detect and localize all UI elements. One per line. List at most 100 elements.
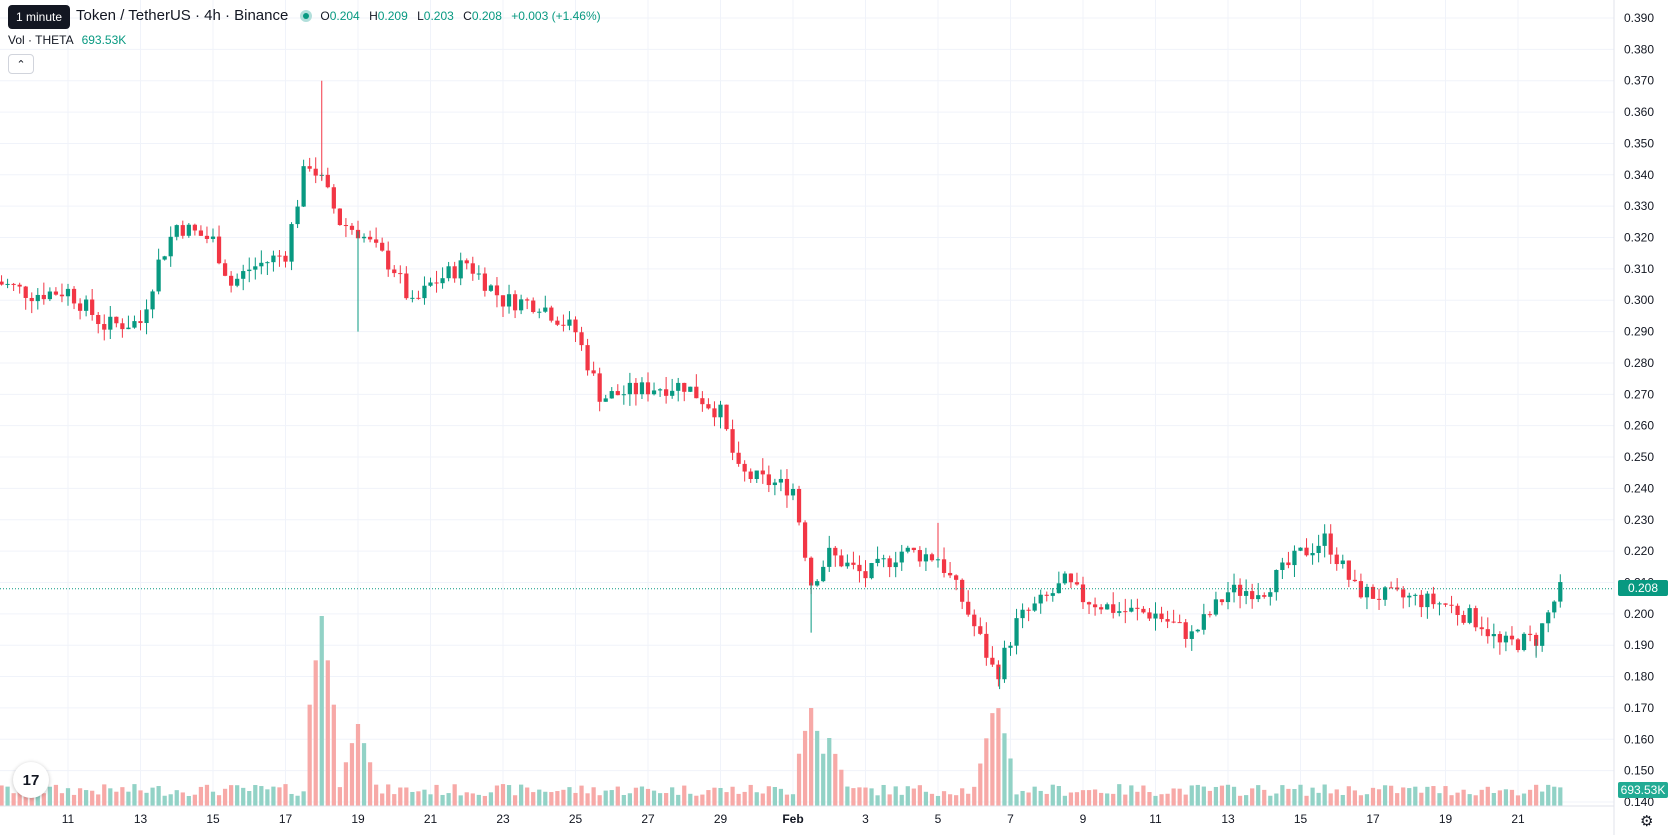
volume-bar	[1389, 785, 1394, 806]
volume-bar	[65, 788, 71, 806]
x-tick-label: Feb	[782, 812, 803, 826]
volume-bar	[367, 762, 373, 806]
candle-body	[1014, 618, 1019, 646]
volume-bar	[1123, 794, 1128, 806]
candle-body	[325, 174, 330, 188]
volume-bar	[1014, 794, 1019, 806]
volume-bar	[911, 788, 916, 806]
volume-bar	[325, 660, 330, 806]
volume-bar	[609, 790, 614, 806]
volume-bar	[712, 787, 717, 806]
volume-bar	[337, 787, 342, 806]
y-tick-label: 0.190	[1624, 638, 1654, 652]
volume-bar	[839, 769, 844, 806]
candle-body	[476, 273, 481, 275]
candle-body	[827, 547, 832, 567]
ohlc-values: O0.204 H0.209 L0.203 C0.208 +0.003 (+1.4…	[320, 9, 606, 23]
collapse-legend-button[interactable]: ⌃	[8, 54, 34, 74]
high-label: H	[369, 8, 378, 23]
volume-bar	[537, 789, 542, 806]
candle-body	[84, 299, 89, 311]
volume-bar	[1086, 790, 1092, 806]
volume-bar	[1080, 790, 1086, 806]
candle-body	[120, 323, 125, 330]
volume-bar	[422, 789, 427, 806]
candle-body	[579, 332, 584, 346]
volume-bar	[1183, 794, 1188, 806]
volume-bar	[1280, 785, 1285, 806]
volume-bar	[361, 743, 367, 806]
y-tick-label: 0.330	[1624, 199, 1654, 213]
candle-body	[935, 559, 941, 561]
symbol-title[interactable]: Token / TetherUS · 4h · Binance	[76, 7, 289, 24]
volume-bar	[869, 788, 874, 806]
volume-bar	[1527, 789, 1533, 806]
candle-body	[1177, 622, 1182, 624]
candle-body	[1219, 599, 1225, 603]
volume-bar	[458, 795, 463, 806]
volume-bar	[573, 792, 578, 806]
candle-body	[996, 664, 1001, 680]
candle-body	[561, 324, 566, 326]
candle-body	[1225, 592, 1231, 603]
volume-bar	[1153, 795, 1158, 806]
volume-bar	[398, 787, 403, 806]
candle-body	[1044, 594, 1049, 596]
volume-bar	[615, 786, 620, 806]
candle-body	[1002, 647, 1007, 680]
x-tick-label: 29	[714, 812, 728, 826]
volume-bar	[1111, 793, 1116, 806]
candle-body	[1346, 560, 1351, 580]
candle-body	[1521, 633, 1527, 651]
candle-body	[1159, 613, 1164, 620]
candle-body	[192, 224, 197, 231]
candle-body	[144, 309, 149, 324]
volume-label[interactable]: Vol · THETA	[8, 33, 74, 47]
candle-body	[772, 482, 777, 486]
volume-bar	[1177, 788, 1182, 806]
candle-body	[17, 284, 22, 287]
volume-bar	[670, 787, 675, 806]
volume-bar	[1552, 786, 1557, 806]
y-tick-label: 0.310	[1624, 262, 1654, 276]
candle-body	[512, 294, 518, 311]
candle-body	[1503, 635, 1509, 643]
tradingview-logo-icon[interactable]: 17	[13, 762, 49, 798]
volume-bar	[851, 788, 856, 806]
candle-body	[5, 283, 10, 285]
volume-bar	[809, 708, 814, 806]
candle-body	[875, 558, 880, 564]
open-value: 0.204	[329, 8, 360, 23]
volume-bar	[265, 789, 270, 806]
volume-bar	[1425, 786, 1430, 806]
volume-bar	[947, 794, 953, 806]
candle-body	[1056, 583, 1061, 594]
candle-body	[1105, 604, 1110, 610]
volume-bar	[5, 786, 10, 806]
volume-bar	[1413, 786, 1418, 806]
candle-body	[59, 294, 65, 297]
volume-bar	[1201, 786, 1206, 806]
candle-body	[911, 547, 916, 551]
candle-body	[821, 566, 826, 582]
volume-bar	[627, 793, 632, 806]
volume-bar	[694, 795, 699, 806]
candle-body	[458, 260, 463, 279]
candle-body	[1231, 584, 1237, 593]
gear-icon[interactable]: ⚙	[1640, 813, 1654, 830]
volume-bar	[1370, 787, 1376, 806]
candle-body	[1141, 608, 1146, 613]
volume-bar	[1491, 793, 1496, 806]
candle-body	[1407, 595, 1412, 598]
candle-body	[174, 225, 179, 237]
x-tick-label: 13	[134, 812, 148, 826]
volume-bar	[815, 730, 820, 806]
volume-bar	[355, 724, 361, 806]
candle-body	[682, 382, 687, 392]
candle-body	[1068, 573, 1074, 583]
y-tick-label: 0.290	[1624, 325, 1654, 339]
candle-body	[796, 488, 802, 523]
candle-body	[241, 271, 246, 279]
candle-body	[343, 225, 349, 227]
